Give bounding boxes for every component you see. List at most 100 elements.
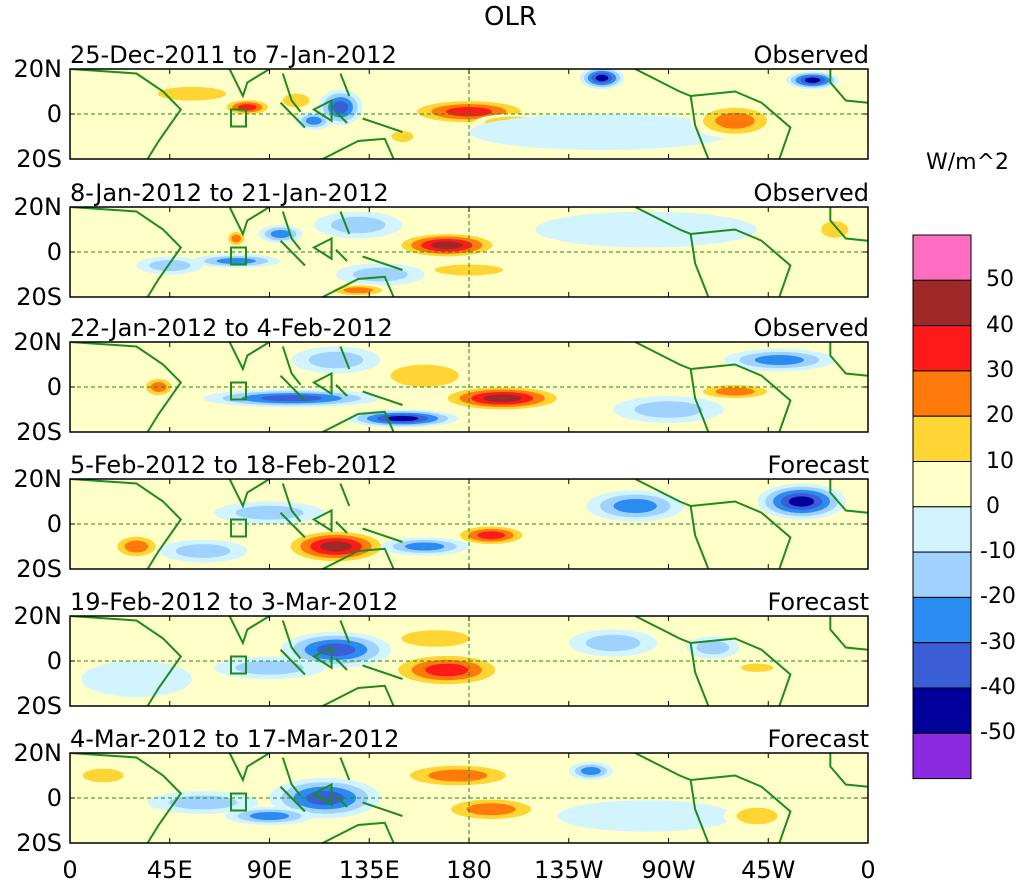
- colorbar-label: 0: [986, 493, 1000, 519]
- panel-3-map: [70, 342, 868, 432]
- lat-tick-label: 0: [46, 784, 62, 812]
- coastline: [339, 483, 351, 507]
- anomaly-contour: [613, 499, 657, 513]
- lon-tick-label: 45W: [741, 856, 796, 884]
- lat-tick-label: 0: [46, 510, 62, 538]
- colorbar-swatch: [912, 596, 972, 644]
- coastline: [279, 375, 306, 402]
- anomaly-contour: [788, 496, 815, 507]
- coastline: [70, 207, 183, 297]
- anomaly-contour: [270, 230, 291, 238]
- anomaly-contour: [235, 505, 304, 520]
- colorbar-label: -30: [980, 629, 1016, 655]
- coastline: [281, 620, 302, 660]
- coastline: [279, 786, 306, 813]
- coastline: [322, 275, 395, 297]
- lat-tick-label: 20N: [13, 193, 63, 221]
- coastline: [322, 821, 395, 843]
- coastline: [322, 410, 395, 432]
- lon-tick-label: 180: [446, 856, 492, 884]
- coastline: [70, 616, 183, 706]
- coastline: [339, 346, 351, 370]
- coastline: [690, 90, 792, 159]
- coastline: [279, 512, 306, 539]
- anomaly-contour: [308, 351, 364, 369]
- anomaly-contour: [70, 134, 159, 159]
- panel-4-status: Forecast: [767, 451, 869, 479]
- coastline: [690, 500, 792, 569]
- coastline: [70, 479, 183, 569]
- anomaly-contour: [557, 800, 736, 832]
- anomaly-contour: [754, 355, 804, 365]
- reference-box: [230, 518, 247, 538]
- colorbar-label: 10: [986, 448, 1014, 474]
- colorbar-swatch: [912, 461, 972, 508]
- anomaly-contour: [330, 216, 386, 234]
- panel-1-period: 25-Dec-2011 to 7-Jan-2012: [70, 41, 397, 69]
- lat-tick-label: 0: [46, 647, 62, 675]
- colorbar-label: -50: [980, 720, 1016, 746]
- coastline: [281, 483, 302, 523]
- coastline: [311, 645, 333, 670]
- colorbar-label: -20: [980, 584, 1016, 610]
- panel-2-period: 8-Jan-2012 to 21-Jan-2012: [70, 179, 389, 207]
- panel-1-status: Observed: [753, 41, 869, 69]
- lon-tick-label: 90E: [246, 856, 293, 884]
- lon-tick-label: 0: [62, 856, 78, 884]
- coastline: [311, 371, 333, 396]
- reference-box: [230, 381, 247, 401]
- anomaly-contour: [477, 531, 506, 540]
- anomaly-contour: [466, 803, 516, 816]
- coastline: [339, 211, 351, 235]
- anomaly-contour: [402, 485, 514, 509]
- coastline: [311, 508, 333, 533]
- anomaly-contour: [316, 643, 356, 657]
- coastline: [362, 390, 403, 406]
- colorbar-swatch: [912, 279, 972, 327]
- anomaly-contour: [634, 401, 703, 418]
- coastline: [281, 757, 302, 797]
- coastline: [829, 342, 868, 377]
- lat-tick-label: 20S: [16, 829, 62, 857]
- anomaly-contour: [260, 395, 323, 402]
- coastline: [690, 363, 792, 432]
- colorbar-label: 30: [986, 357, 1014, 383]
- anomaly-contour: [581, 767, 601, 775]
- panel-4-period: 5-Feb-2012 to 18-Feb-2012: [70, 451, 397, 479]
- anomaly-contour: [168, 795, 238, 810]
- anomaly-contour: [92, 351, 181, 378]
- colorbar-swatch: [912, 732, 972, 780]
- anomaly-contour: [305, 116, 322, 125]
- lat-tick-label: 20S: [16, 418, 62, 446]
- panel-2-map: [70, 207, 868, 297]
- coastline: [311, 236, 333, 261]
- colorbar-swatch: [912, 415, 972, 463]
- anomaly-contour: [535, 211, 758, 248]
- anomaly-contour: [216, 258, 256, 264]
- anomaly-contour: [425, 663, 469, 677]
- colorbar-label: 40: [986, 312, 1014, 338]
- lon-tick-label: 0: [860, 856, 876, 884]
- coastline: [228, 342, 271, 372]
- coastline: [70, 753, 183, 843]
- lat-tick-label: 20N: [13, 465, 63, 493]
- anomaly-contour: [736, 807, 778, 825]
- colorbar-label: -10: [980, 539, 1016, 565]
- anomaly-contour: [175, 544, 231, 558]
- anomaly-contour: [715, 387, 755, 396]
- coastline: [228, 753, 271, 783]
- coastline: [70, 342, 183, 432]
- coastline: [339, 757, 351, 781]
- anomaly-contour: [715, 112, 755, 129]
- coastline: [362, 527, 403, 543]
- coastline: [281, 211, 302, 251]
- lon-tick-label: 45E: [146, 856, 193, 884]
- coastline: [690, 637, 792, 706]
- anomaly-contour: [149, 260, 191, 271]
- lon-tick-label: 135E: [338, 856, 400, 884]
- anomaly-contour: [249, 812, 290, 820]
- panel-5-period: 19-Feb-2012 to 3-Mar-2012: [70, 588, 399, 616]
- coastline: [311, 98, 333, 123]
- panel-6-status: Forecast: [767, 725, 869, 753]
- panel-5-status: Forecast: [767, 588, 869, 616]
